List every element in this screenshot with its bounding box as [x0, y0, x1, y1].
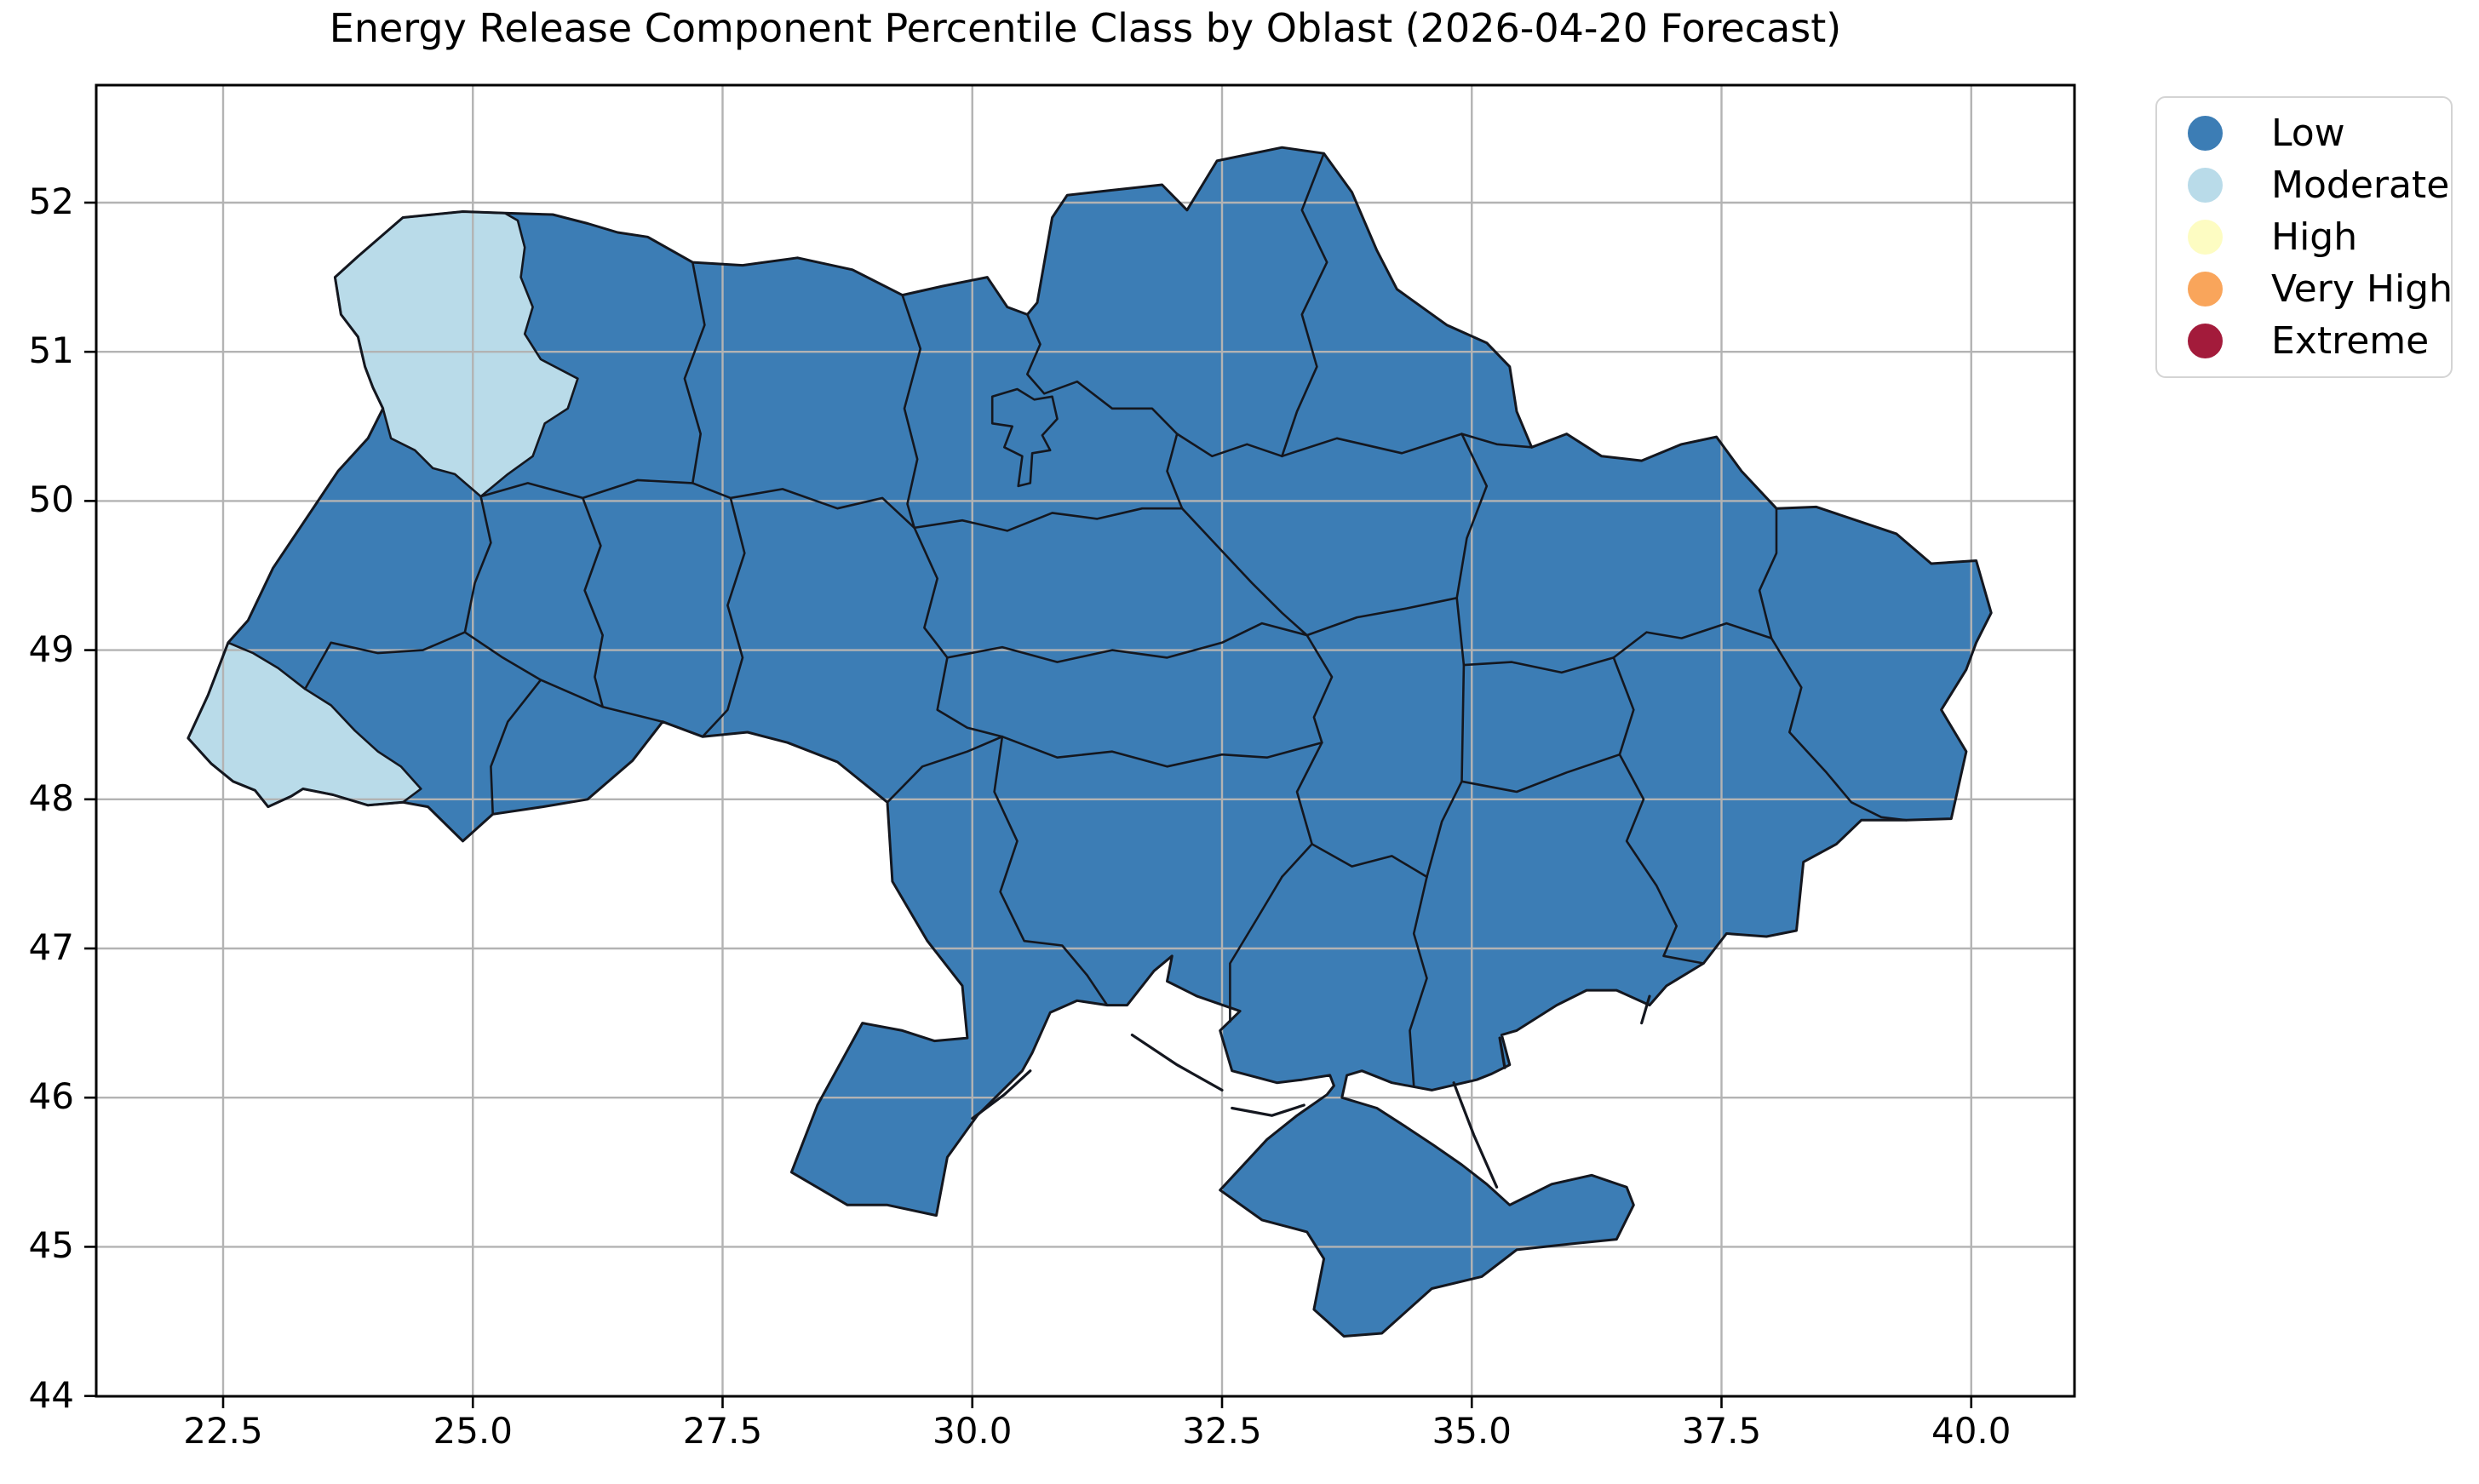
oblast-border: [1770, 637, 1908, 822]
oblast-border: [1001, 735, 1323, 768]
oblast-border: [1305, 633, 1334, 744]
oblast-border: [490, 679, 542, 816]
legend-swatch-icon: [2188, 116, 2223, 151]
legend-label: Very High: [2271, 267, 2453, 311]
oblast-border: [1612, 656, 1705, 965]
y-tick-label: 49: [28, 627, 74, 670]
legend-label: Moderate: [2271, 163, 2450, 207]
coastal-spit: [1231, 1103, 1305, 1117]
oblast-border: [539, 679, 704, 738]
coastal-spit: [1452, 1081, 1499, 1189]
coastal-spit: [1130, 1034, 1224, 1092]
x-tick-label: 37.5: [1681, 1410, 1762, 1452]
legend-swatch-icon: [2188, 272, 2223, 307]
oblast-border: [886, 735, 1004, 804]
oblast-border: [993, 735, 1109, 1006]
oblast-border: [1462, 656, 1615, 674]
oblast-border: [1758, 507, 1778, 639]
oblast-moderate-volyn: [335, 211, 578, 497]
y-tick-label: 47: [28, 926, 74, 968]
oblast-border: [1281, 152, 1328, 458]
legend-item-moderate: Moderate: [2157, 159, 2451, 211]
legend-label: High: [2271, 215, 2358, 259]
oblast-moderate-zakarpattia: [187, 642, 422, 807]
oblast-border: [463, 631, 542, 681]
oblast-border: [1409, 875, 1428, 1087]
oblast-border: [582, 496, 604, 708]
oblast-border: [1166, 433, 1184, 510]
legend: Low Moderate High Very High Extreme: [2155, 96, 2453, 378]
y-tick-label: 44: [28, 1373, 74, 1416]
legend-item-extreme: Extreme: [2157, 315, 2451, 367]
oblast-border: [1460, 753, 1621, 794]
chart-title: Energy Release Component Percentile Clas…: [329, 5, 1842, 51]
oblast-border: [683, 261, 706, 484]
y-tick-label: 48: [28, 776, 74, 819]
kyiv-city-boundary: [990, 387, 1059, 488]
legend-item-very-high: Very High: [2157, 263, 2453, 315]
legend-swatch-icon: [2188, 324, 2223, 358]
oblast-border: [1311, 843, 1428, 879]
legend-label: Low: [2271, 112, 2345, 155]
y-tick-label: 45: [28, 1224, 74, 1267]
oblast-border: [701, 496, 746, 738]
x-tick-label: 32.5: [1182, 1410, 1262, 1452]
y-tick-label: 51: [28, 329, 74, 372]
coastal-spit: [1640, 994, 1651, 1025]
y-tick-label: 50: [28, 478, 74, 521]
x-tick-label: 35.0: [1432, 1410, 1512, 1452]
legend-swatch-icon: [2188, 168, 2223, 203]
oblast-border: [691, 482, 732, 500]
legend-label: Extreme: [2271, 319, 2430, 363]
y-tick-label: 52: [28, 180, 74, 222]
coastal-spit: [971, 1069, 1032, 1120]
oblast-border: [334, 210, 579, 498]
oblast-border: [1281, 741, 1323, 879]
oblast-border: [1026, 313, 1283, 458]
oblast-border: [186, 641, 422, 808]
legend-item-low: Low: [2157, 107, 2451, 159]
oblast-border: [913, 507, 1184, 532]
plot-frame: [95, 83, 2076, 1398]
legend-item-high: High: [2157, 211, 2451, 263]
legend-swatch-icon: [2188, 220, 2223, 255]
oblast-border: [1612, 622, 1773, 659]
x-tick-label: 27.5: [682, 1410, 763, 1452]
x-tick-label: 30.0: [932, 1410, 1013, 1452]
oblast-border: [1229, 875, 1283, 1023]
oblast-border: [1180, 507, 1308, 637]
x-tick-label: 40.0: [1931, 1410, 2011, 1452]
country-outline: [186, 146, 1993, 1338]
oblast-border: [463, 495, 492, 633]
oblast-border: [901, 294, 922, 530]
oblast-border: [1426, 780, 1463, 879]
oblast-border: [1305, 597, 1458, 637]
coastal-spit: [1498, 1036, 1506, 1069]
oblast-border: [729, 488, 915, 530]
x-tick-label: 22.5: [183, 1410, 263, 1452]
oblast-border: [1455, 433, 1489, 599]
oblast-border: [946, 622, 1308, 663]
x-tick-label: 25.0: [433, 1410, 513, 1452]
y-tick-label: 46: [28, 1075, 74, 1118]
oblast-border: [1281, 433, 1533, 458]
oblast-border: [303, 631, 467, 690]
